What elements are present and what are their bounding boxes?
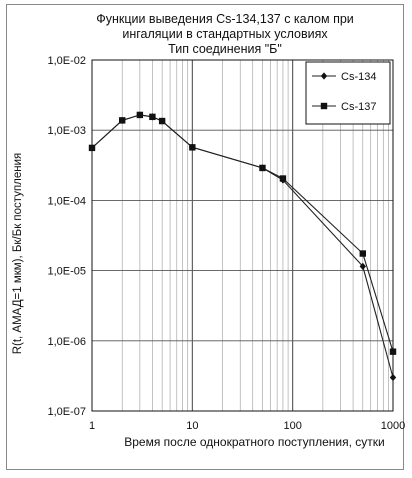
data-point-cs-137 [136, 111, 144, 119]
legend-label-cs-137: Cs-137 [341, 101, 376, 113]
series-cs-137 [88, 111, 397, 355]
y-tick-label: 1,0E-07 [47, 406, 86, 418]
data-point-cs-137 [189, 144, 196, 151]
legend-label-cs-134: Cs-134 [341, 71, 376, 83]
y-tick-label: 1,0E-06 [47, 336, 86, 348]
x-tick-label: 100 [283, 420, 301, 432]
legend: Cs-134 Cs-137 [305, 61, 391, 125]
legend-marker-cs-134 [320, 72, 328, 80]
x-tick-labels: 1 10 100 1000 [89, 420, 405, 432]
data-point-cs-137 [88, 144, 96, 152]
data-point-cs-137 [149, 113, 156, 121]
grid-layer [91, 59, 394, 412]
x-tick-label: 1 [89, 420, 95, 432]
plot-area [91, 59, 394, 412]
y-axis-label: R(t, АМАД=1 мкм), Бк/Бк поступления [12, 153, 24, 355]
legend-marker-cs-137 [320, 102, 328, 110]
data-point-cs-137 [389, 348, 397, 355]
data-point-cs-134 [359, 262, 366, 270]
series-line-cs-137 [91, 114, 394, 352]
y-tick-label: 1,0E-04 [47, 195, 86, 207]
chart-frame [6, 4, 404, 470]
series-line-cs-134 [91, 114, 394, 378]
chart-title-line-3: Тип соединения "Б" [168, 42, 282, 56]
x-tick-label: 10 [186, 420, 198, 432]
x-axis-label: Время после однократного поступления, су… [124, 435, 385, 449]
data-point-cs-137 [359, 250, 366, 257]
data-point-cs-137 [279, 175, 287, 182]
x-tick-label: 1000 [381, 420, 405, 432]
y-tick-labels: 1,0E-02 1,0E-03 1,0E-04 1,0E-05 1,0E-06 1,0E-… [47, 55, 86, 418]
legend-box [305, 61, 391, 125]
data-point-cs-134 [389, 373, 397, 382]
series-layer [88, 111, 397, 382]
y-tick-label: 1,0E-05 [47, 266, 86, 278]
chart-title-line-1: Функции выведения Cs-134,137 с калом при [96, 12, 354, 26]
data-point-cs-137 [259, 164, 266, 172]
data-point-cs-137 [119, 117, 126, 124]
data-point-cs-137 [158, 117, 166, 125]
chart-title-line-2: ингаляции в стандартных условиях [122, 27, 328, 41]
y-tick-label: 1,0E-03 [47, 125, 86, 137]
y-tick-label: 1,0E-02 [47, 55, 86, 67]
